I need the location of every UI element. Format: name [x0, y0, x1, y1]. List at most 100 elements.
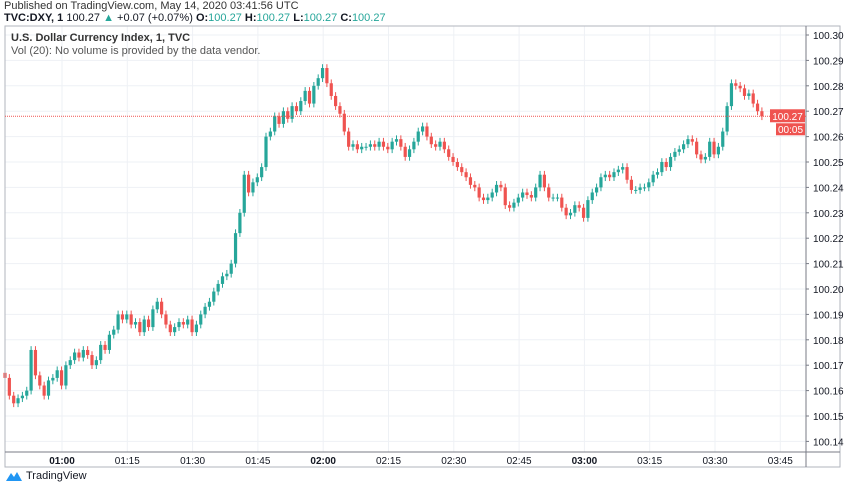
candle: [316, 74, 320, 90]
candle-body: [173, 327, 177, 333]
candle: [233, 229, 238, 268]
candle: [486, 193, 490, 204]
candle: [373, 140, 377, 151]
candle-body: [734, 83, 738, 86]
candle: [468, 173, 473, 189]
candle-body: [603, 174, 607, 178]
symbol-name: TVC:DXY, 1: [4, 12, 64, 24]
y-tick-label: 100.21: [813, 260, 844, 271]
candle: [490, 188, 494, 202]
candle-body: [590, 192, 594, 201]
candle: [81, 346, 85, 362]
candle-body: [90, 355, 94, 366]
candle-body: [112, 329, 116, 335]
candle-body: [551, 197, 555, 199]
candle-body: [581, 207, 586, 218]
last-price-text: 100.27: [772, 112, 803, 123]
candle: [742, 84, 747, 100]
candle-body: [281, 111, 285, 124]
candle-body: [481, 197, 486, 201]
candle-body: [303, 90, 307, 102]
candle-body: [238, 212, 242, 234]
candle-body: [251, 182, 255, 193]
candle: [229, 259, 233, 278]
candle: [499, 181, 503, 192]
candle: [699, 150, 703, 164]
candle-body: [403, 146, 407, 157]
candle-body: [638, 187, 642, 190]
candle-body: [686, 139, 690, 145]
candle-body: [216, 283, 220, 292]
candle-body: [673, 151, 677, 157]
candle: [68, 356, 72, 370]
candle: [434, 140, 438, 151]
candle-body: [138, 322, 142, 333]
candle: [168, 320, 172, 336]
candle-body: [129, 314, 133, 325]
candle: [747, 89, 751, 100]
candle: [729, 79, 734, 110]
candle: [712, 137, 716, 159]
legend-title: U.S. Dollar Currency Index, 1, TVC: [11, 32, 191, 44]
candle-body: [690, 139, 694, 142]
tradingview-logo[interactable]: TradingView: [5, 470, 87, 482]
published-note: Published on TradingView.com, May 14, 20…: [4, 0, 299, 12]
candle: [751, 89, 755, 108]
y-tick-label: 100.18: [813, 336, 844, 347]
candle: [612, 168, 616, 182]
candle-body: [107, 334, 111, 350]
candle-body: [268, 131, 272, 137]
candle-body: [168, 324, 172, 333]
y-tick-label: 100.17: [813, 361, 844, 372]
candle: [290, 102, 294, 123]
candle: [247, 170, 251, 197]
candle-body: [233, 233, 238, 264]
candle: [512, 198, 516, 212]
candle: [133, 318, 138, 329]
candle: [521, 188, 525, 202]
candle-body: [212, 291, 216, 302]
candle: [59, 366, 64, 390]
candle-body: [416, 131, 420, 142]
candle-body: [290, 106, 294, 119]
low-label: L:: [293, 12, 304, 24]
legend-volume: Vol (20): No volume is provided by the d…: [11, 45, 261, 57]
candle-body: [125, 314, 129, 320]
candle-body: [294, 106, 299, 112]
candle-body: [516, 197, 520, 203]
candle: [277, 112, 281, 128]
candle-body: [155, 301, 159, 310]
candle-body: [538, 174, 542, 188]
candle: [46, 376, 51, 400]
candle-body: [625, 167, 629, 180]
candle: [299, 97, 303, 116]
candle: [560, 193, 564, 212]
y-tick-label: 100.29: [813, 56, 844, 67]
grid: [5, 26, 806, 452]
candle-body: [668, 156, 673, 168]
candle-body: [146, 319, 151, 328]
candle-body: [42, 385, 46, 396]
candle-body: [642, 187, 647, 189]
candle-body: [621, 167, 625, 170]
candle: [55, 366, 59, 382]
candle: [77, 348, 81, 362]
candle: [682, 140, 686, 154]
candle-body: [94, 360, 98, 366]
candle: [99, 341, 103, 364]
candle-body: [751, 93, 755, 104]
candle-body: [68, 360, 72, 366]
candle-body: [194, 324, 198, 333]
candle-body: [142, 319, 146, 333]
candle-body: [186, 319, 190, 325]
candle: [64, 361, 68, 390]
candle: [142, 315, 146, 336]
candle: [725, 102, 729, 136]
candle: [403, 142, 407, 161]
candle: [407, 145, 412, 161]
y-tick-label: 100.30: [813, 31, 844, 42]
low-value: 100.27: [303, 12, 338, 24]
candle: [508, 201, 512, 212]
candle: [242, 170, 246, 217]
